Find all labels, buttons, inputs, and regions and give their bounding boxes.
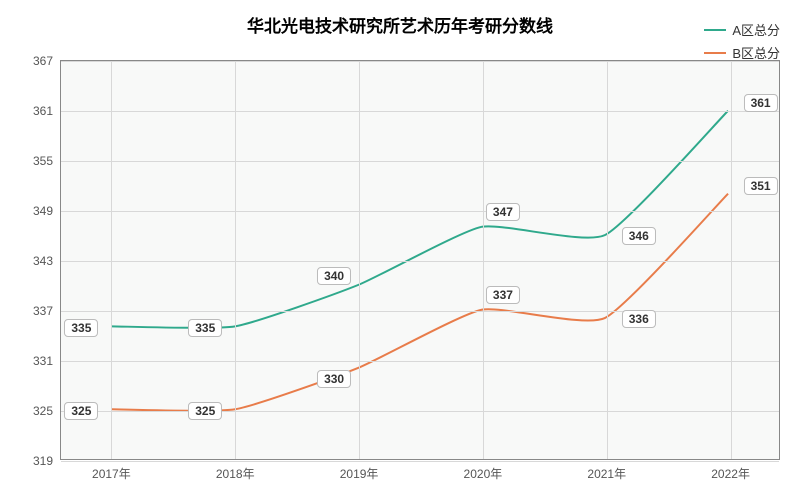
gridline-v xyxy=(607,61,608,459)
x-tick-label: 2018年 xyxy=(216,465,255,482)
y-tick-label: 361 xyxy=(33,104,53,118)
gridline-h xyxy=(61,161,779,162)
gridline-v xyxy=(483,61,484,459)
gridline-v xyxy=(111,61,112,459)
data-label: 330 xyxy=(317,370,351,388)
data-label: 346 xyxy=(622,227,656,245)
gridline-h xyxy=(61,261,779,262)
gridline-h xyxy=(61,311,779,312)
data-label: 325 xyxy=(188,402,222,420)
y-tick-label: 331 xyxy=(33,354,53,368)
gridline-h xyxy=(61,211,779,212)
data-label: 347 xyxy=(486,203,520,221)
x-tick-label: 2017年 xyxy=(92,465,131,482)
chart-title: 华北光电技术研究所艺术历年考研分数线 xyxy=(0,12,800,37)
data-label: 361 xyxy=(744,94,778,112)
chart-container: 华北光电技术研究所艺术历年考研分数线 A区总分 B区总分 31932533133… xyxy=(0,0,800,500)
data-label: 337 xyxy=(486,286,520,304)
y-tick-label: 349 xyxy=(33,204,53,218)
x-tick-label: 2021年 xyxy=(587,465,626,482)
legend-label-a: A区总分 xyxy=(732,20,780,39)
legend-swatch-a xyxy=(704,29,726,31)
y-tick-label: 367 xyxy=(33,54,53,68)
plot-area: 3193253313373433493553613672017年2018年201… xyxy=(60,60,780,460)
data-label: 325 xyxy=(64,402,98,420)
x-tick-label: 2019年 xyxy=(340,465,379,482)
series-line xyxy=(112,111,728,328)
gridline-h xyxy=(61,361,779,362)
data-label: 336 xyxy=(622,310,656,328)
gridline-h xyxy=(61,111,779,112)
x-tick-label: 2022年 xyxy=(711,465,750,482)
data-label: 335 xyxy=(188,319,222,337)
data-label: 335 xyxy=(64,319,98,337)
data-label: 340 xyxy=(317,267,351,285)
y-tick-label: 337 xyxy=(33,304,53,318)
y-tick-label: 343 xyxy=(33,254,53,268)
chart-svg xyxy=(61,61,779,459)
y-tick-label: 325 xyxy=(33,404,53,418)
y-tick-label: 355 xyxy=(33,154,53,168)
gridline-v xyxy=(731,61,732,459)
gridline-v xyxy=(359,61,360,459)
y-tick-label: 319 xyxy=(33,454,53,468)
gridline-h xyxy=(61,461,779,462)
legend-swatch-b xyxy=(704,52,726,54)
legend-item-a: A区总分 xyxy=(704,20,780,39)
gridline-v xyxy=(235,61,236,459)
data-label: 351 xyxy=(744,177,778,195)
gridline-h xyxy=(61,61,779,62)
x-tick-label: 2020年 xyxy=(464,465,503,482)
gridline-h xyxy=(61,411,779,412)
